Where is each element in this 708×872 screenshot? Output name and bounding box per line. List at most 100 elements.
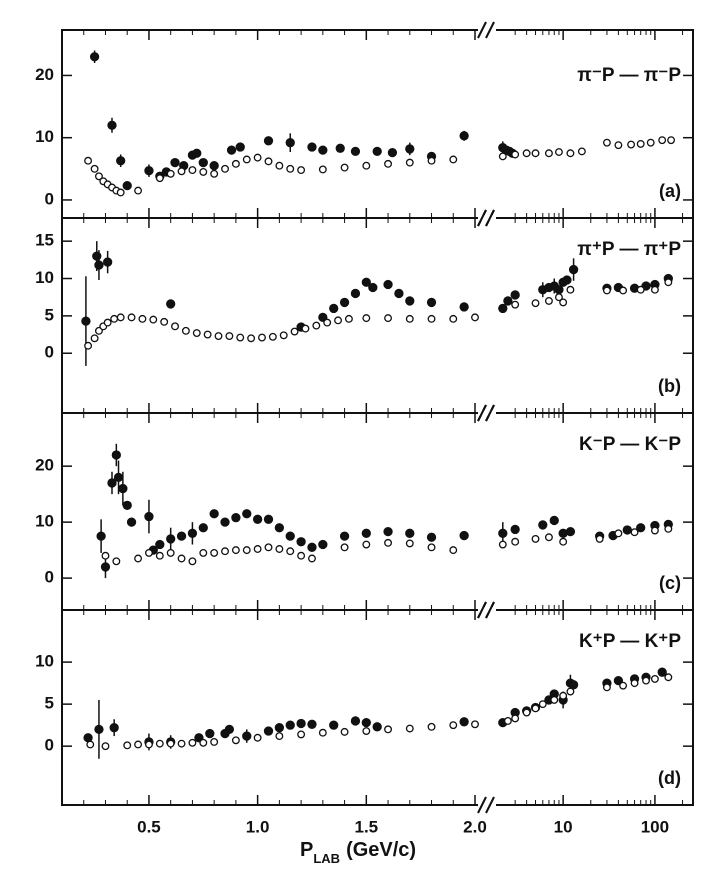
- filled-point: [405, 144, 415, 154]
- axis-break-mark: [485, 21, 495, 39]
- open-point: [134, 554, 143, 563]
- open-point: [290, 327, 299, 336]
- open-point: [630, 679, 639, 688]
- filled-point: [568, 680, 579, 690]
- open-point: [84, 341, 93, 350]
- open-point: [166, 169, 175, 178]
- open-point: [538, 700, 547, 709]
- open-point: [405, 724, 414, 733]
- open-point: [301, 324, 310, 333]
- open-point: [449, 314, 458, 323]
- open-point: [334, 316, 343, 325]
- open-point: [177, 739, 186, 748]
- open-point: [221, 164, 229, 173]
- open-point: [225, 332, 234, 340]
- open-point: [297, 166, 306, 175]
- y-tick-label: 20: [35, 65, 54, 84]
- filled-point: [102, 257, 113, 267]
- axis-break-gap: [478, 27, 496, 33]
- filled-point: [636, 523, 646, 533]
- filled-point: [361, 528, 371, 538]
- open-point: [362, 161, 371, 170]
- open-point: [286, 547, 295, 556]
- filled-point: [205, 728, 215, 739]
- axis-break-mark: [485, 601, 495, 619]
- axis-break-mark: [477, 209, 487, 227]
- filled-point: [568, 264, 579, 275]
- filled-point: [350, 288, 361, 299]
- open-point: [503, 716, 512, 725]
- open-point: [155, 739, 164, 748]
- filled-point: [263, 514, 274, 524]
- open-point: [554, 293, 563, 302]
- open-point: [258, 333, 266, 342]
- filled-point: [459, 131, 469, 141]
- open-point: [544, 533, 553, 542]
- open-point: [405, 158, 414, 167]
- filled-point: [510, 290, 520, 300]
- open-point: [210, 548, 219, 557]
- axis-break-gap: [478, 215, 496, 221]
- filled-point: [459, 530, 469, 541]
- open-point: [471, 313, 479, 322]
- open-point: [188, 557, 197, 566]
- open-point: [427, 314, 436, 323]
- filled-point: [235, 142, 245, 152]
- open-point: [275, 545, 284, 553]
- open-point: [498, 540, 507, 549]
- y-tick-label: 0: [45, 343, 54, 362]
- filled-point: [562, 275, 572, 285]
- open-point: [308, 554, 316, 563]
- filled-point: [242, 731, 252, 741]
- open-point: [323, 318, 332, 327]
- filled-point: [263, 136, 274, 146]
- open-point: [210, 169, 219, 178]
- y-tick-label: 10: [35, 652, 54, 671]
- open-point: [286, 164, 295, 173]
- open-point: [171, 322, 179, 331]
- open-point: [619, 286, 628, 295]
- filled-point: [274, 723, 285, 733]
- open-point: [144, 548, 153, 557]
- filled-point: [170, 157, 180, 168]
- open-point: [566, 687, 575, 696]
- open-point: [340, 727, 349, 736]
- open-point: [636, 285, 645, 294]
- open-point: [602, 138, 611, 147]
- open-point: [566, 285, 575, 294]
- filled-point: [122, 500, 132, 510]
- filled-point: [166, 299, 176, 309]
- filled-point: [263, 726, 274, 736]
- filled-point: [565, 526, 576, 537]
- open-point: [134, 186, 143, 195]
- filled-point: [498, 528, 508, 538]
- open-point: [544, 149, 553, 158]
- open-point: [253, 153, 262, 162]
- open-point: [362, 540, 371, 549]
- filled-point: [296, 718, 306, 729]
- panel-label: (a): [659, 181, 681, 201]
- filled-point: [198, 157, 208, 168]
- open-point: [498, 152, 507, 161]
- open-point: [531, 704, 540, 713]
- filled-point: [96, 531, 106, 541]
- axis-break-gap: [478, 607, 496, 613]
- open-point: [275, 732, 284, 741]
- filled-point: [187, 528, 198, 538]
- filled-point: [231, 513, 241, 523]
- open-point: [116, 313, 125, 322]
- axis-break-gap: [478, 410, 496, 416]
- open-point: [188, 738, 197, 747]
- filled-point: [383, 279, 393, 290]
- filled-point: [318, 539, 328, 550]
- open-point: [511, 150, 520, 159]
- panel-label: (d): [658, 768, 681, 788]
- y-tick-label: 10: [35, 512, 54, 531]
- open-point: [614, 141, 623, 150]
- open-point: [264, 543, 273, 552]
- filled-point: [94, 260, 104, 270]
- open-point: [511, 300, 520, 309]
- open-point: [112, 557, 121, 566]
- filled-point: [498, 303, 508, 314]
- filled-point: [209, 161, 219, 171]
